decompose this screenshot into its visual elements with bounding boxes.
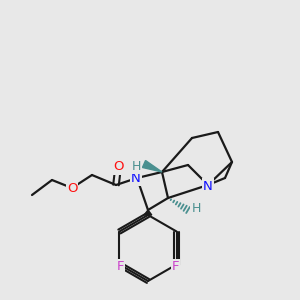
Text: H: H <box>191 202 201 214</box>
Text: N: N <box>203 179 213 193</box>
Text: F: F <box>172 260 179 273</box>
Text: F: F <box>117 260 124 273</box>
Polygon shape <box>142 160 162 172</box>
Text: H: H <box>131 160 141 172</box>
Text: O: O <box>114 160 124 173</box>
Polygon shape <box>144 210 152 215</box>
Text: O: O <box>67 182 77 194</box>
Text: N: N <box>131 172 141 184</box>
